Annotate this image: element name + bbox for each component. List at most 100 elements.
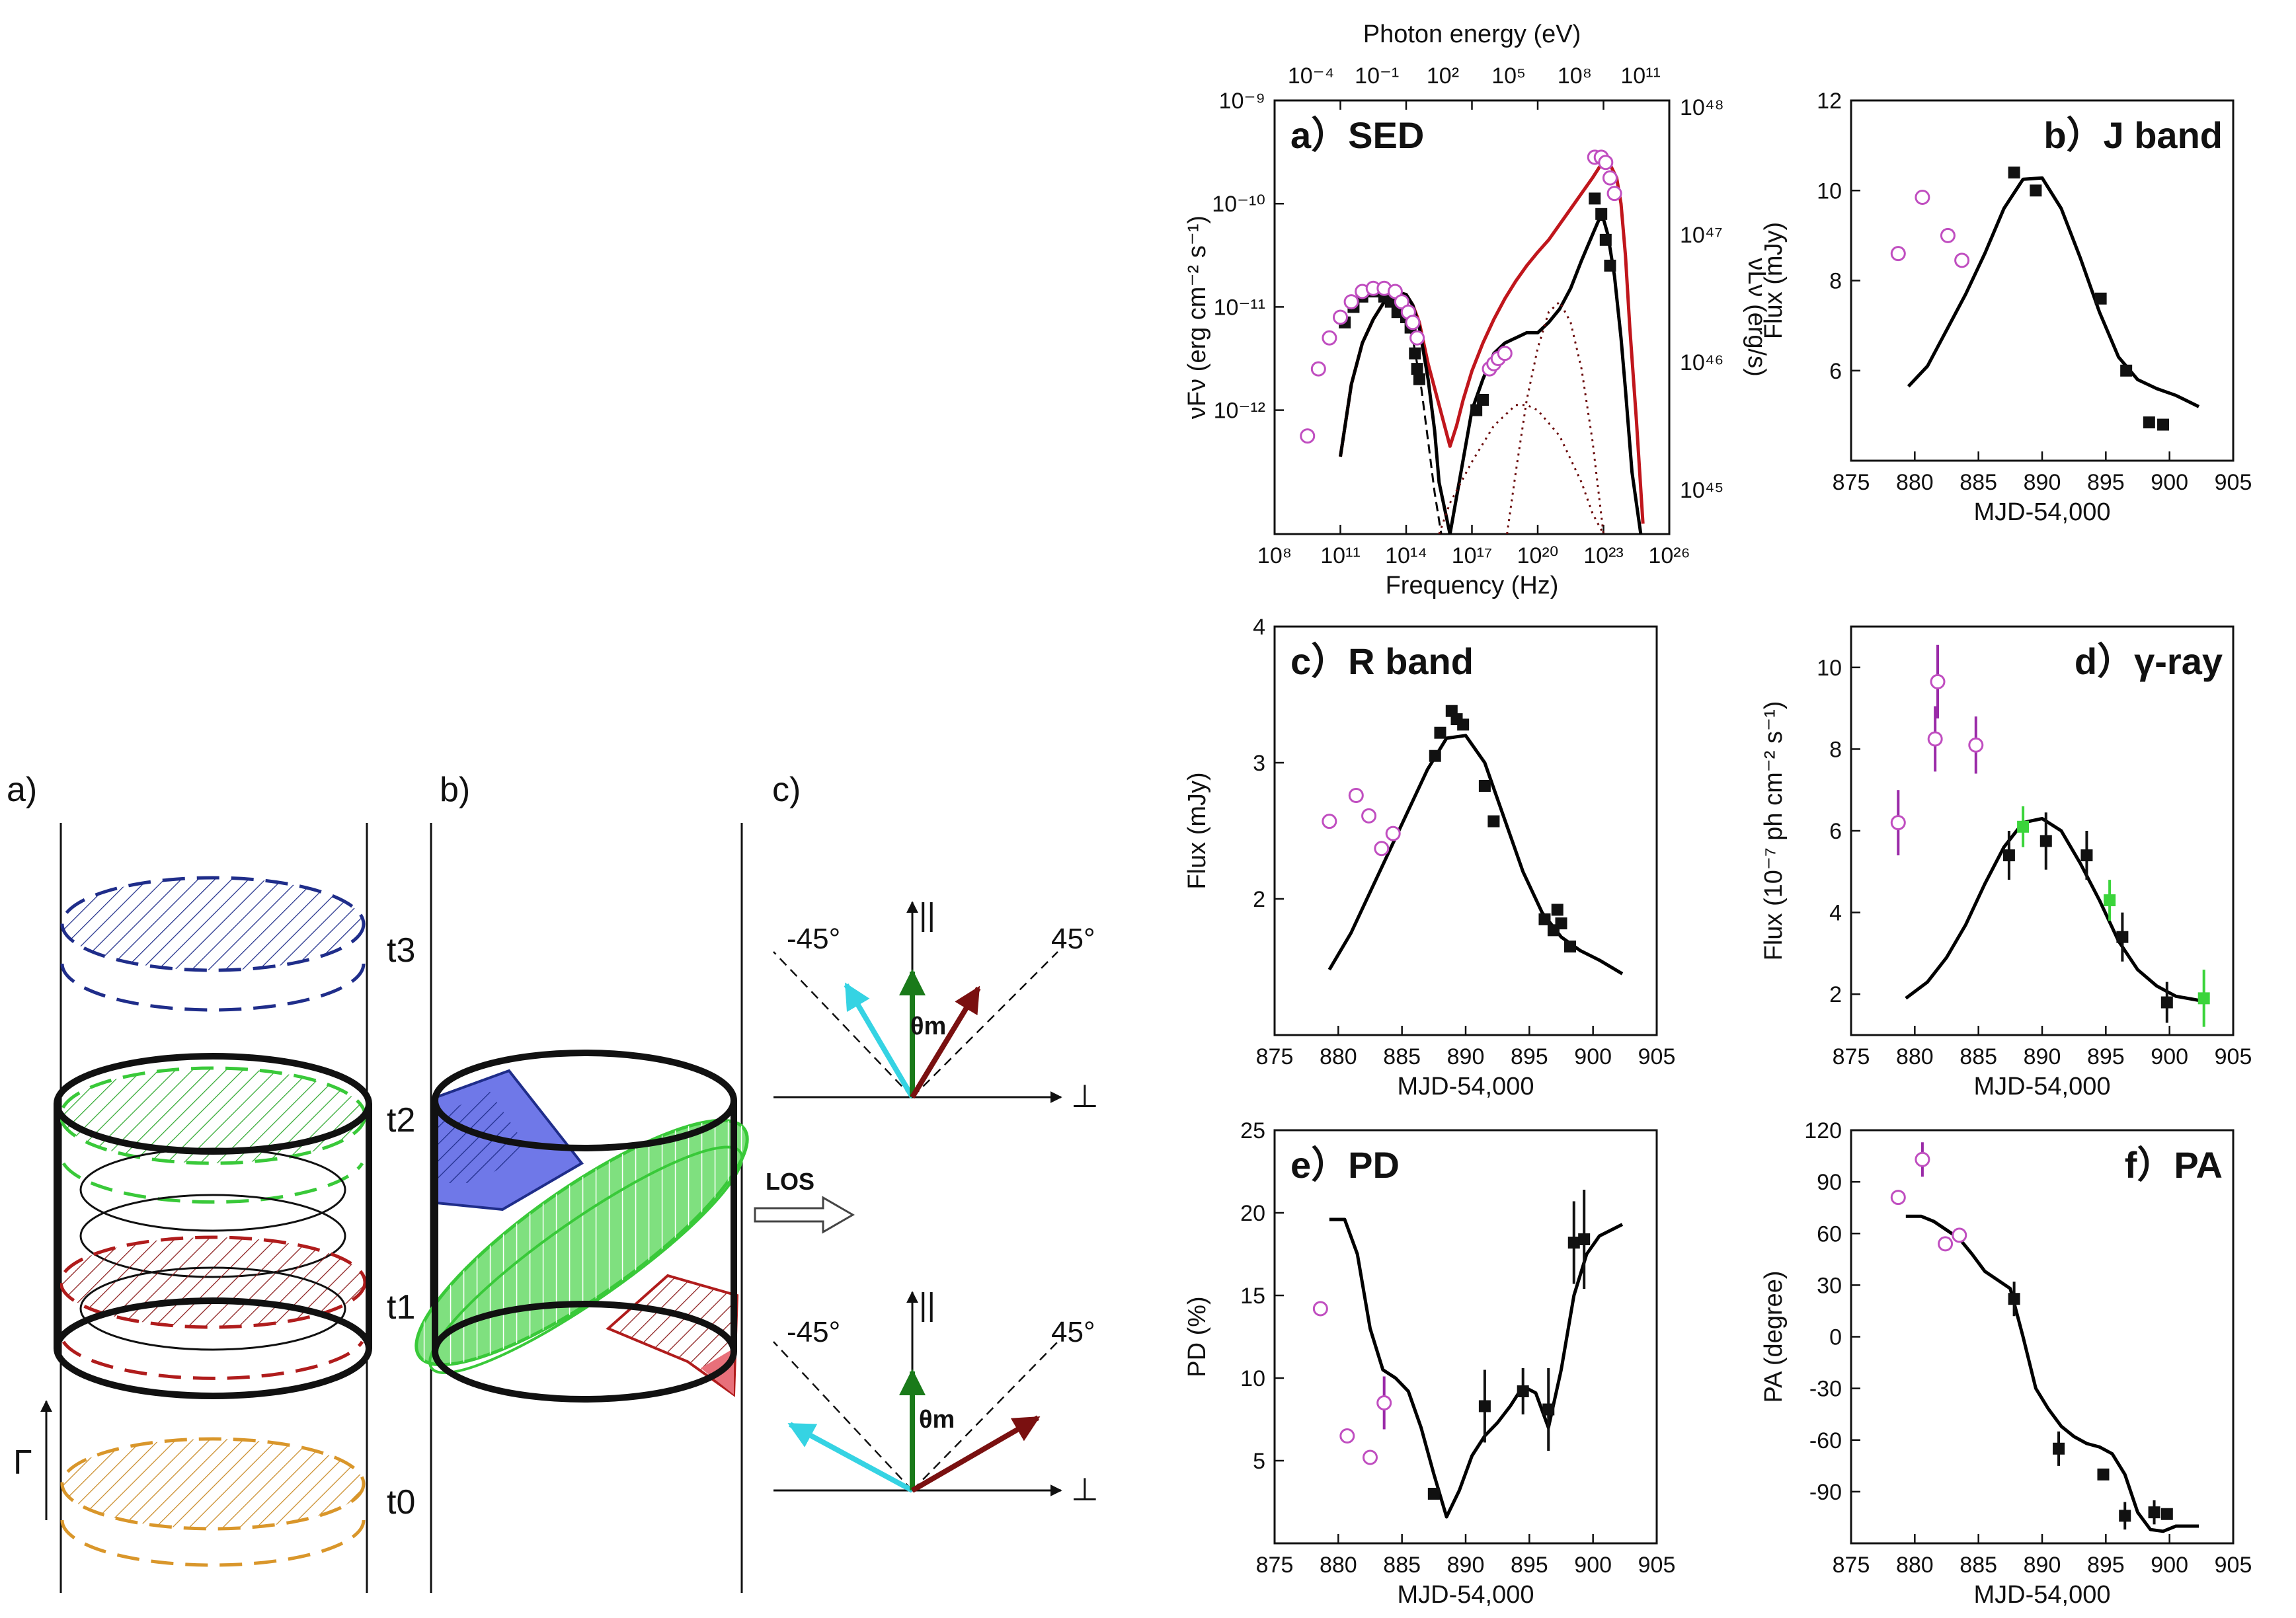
data-point-filled	[1595, 208, 1608, 220]
x-tick-label: 885	[1960, 1553, 1997, 1578]
data-point-filled	[1555, 917, 1567, 930]
x-tick-label: 895	[1511, 1553, 1548, 1578]
x-tick-label: 895	[2087, 470, 2125, 495]
data-point-filled	[2008, 167, 2020, 178]
data-point-filled	[2157, 418, 2170, 431]
y-tick-label: 2	[1829, 982, 1842, 1007]
data-point-open	[1497, 346, 1513, 362]
x-tick-label: 885	[1383, 1044, 1421, 1069]
x-tick-label: 10²⁶	[1648, 543, 1690, 568]
y-tick-label: 10⁻¹¹	[1214, 295, 1265, 320]
darkred-arrow-lower	[910, 1415, 1041, 1493]
x-tick-label: 875	[1256, 1044, 1294, 1069]
data-point-filled	[2104, 894, 2116, 907]
y-axis-label: Flux (mJy)	[1183, 772, 1211, 889]
x-axis-label: Frequency (Hz)	[1386, 572, 1559, 599]
y-tick-label: 4	[1253, 615, 1265, 640]
data-point-filled	[1589, 192, 1601, 205]
plot-frame	[1850, 625, 2235, 1036]
cylinder-b	[415, 1050, 749, 1403]
x-axis-label: MJD-54,000	[1398, 1581, 1534, 1609]
y-tick-label: -30	[1809, 1377, 1842, 1402]
y-tick-label: 12	[1817, 89, 1842, 114]
data-point-filled	[1567, 1237, 1580, 1249]
y-tick-label: -60	[1809, 1428, 1842, 1453]
data-point-open	[1954, 252, 1970, 268]
x-tick-label: 875	[1256, 1553, 1294, 1578]
x-tick-label: 875	[1833, 470, 1870, 495]
diagram-panel-a: a) t3 t2 t1 t0	[7, 771, 415, 1593]
panel-a-label: a)	[7, 771, 37, 809]
chart-gamma-ray: 875 880 885 890 895 900 905 2 4 6 8 10 MJD-54,000 Flu…	[1760, 625, 2252, 1100]
data-point-filled	[2120, 364, 2133, 377]
data-point-filled	[1411, 363, 1423, 375]
darkred-arrow-upper	[910, 985, 981, 1099]
y-tick-label: 15	[1240, 1284, 1265, 1309]
plot-frame	[1850, 1129, 2235, 1545]
x-tick-label: 890	[1447, 1044, 1485, 1069]
cylinder-a	[54, 1053, 372, 1399]
x-tick-label: 875	[1833, 1553, 1870, 1578]
x-tick-label: 895	[2087, 1553, 2125, 1578]
data-point-open	[1598, 155, 1614, 171]
panel-title: b）J band	[2043, 114, 2223, 156]
data-point-filled	[1517, 1385, 1529, 1397]
top-tick-label: 10⁻¹	[1355, 63, 1399, 89]
data-point-filled	[1487, 815, 1500, 828]
data-point-filled	[1434, 726, 1446, 739]
y-tick-label: 10	[1817, 656, 1842, 681]
y-tick-label: 60	[1817, 1221, 1842, 1247]
theta-label-upper: θm	[910, 1013, 946, 1040]
data-point-filled	[1551, 904, 1564, 916]
series-line	[1438, 404, 1604, 534]
y-axis-label: PA (degree)	[1760, 1271, 1788, 1403]
data-point-open	[1339, 1428, 1355, 1444]
y-tick-label: 0	[1829, 1325, 1842, 1350]
y-tick-label: 30	[1817, 1273, 1842, 1298]
y-axis-label: Flux (mJy)	[1760, 222, 1788, 339]
series-line	[1329, 1217, 1624, 1519]
data-point-open	[1405, 315, 1421, 330]
data-point-filled	[2197, 992, 2210, 1005]
chart-pa: 875 880 885 890 895 900 905 120 90 60 30 0 -30 -60 -90…	[1760, 1118, 2252, 1609]
data-point-filled	[2039, 835, 2052, 847]
data-point-open	[1348, 787, 1364, 803]
y-tick-label: 2	[1253, 887, 1265, 912]
x-tick-label: 10¹¹	[1320, 543, 1360, 568]
data-point-open	[1915, 189, 1930, 205]
data-point-open	[1300, 428, 1316, 444]
y-axis-label: νFν (erg cm⁻² s⁻¹)	[1183, 215, 1211, 419]
data-point-open	[1333, 309, 1348, 325]
y-tick-label: 10⁻¹²	[1214, 399, 1265, 424]
data-point-filled	[1478, 780, 1491, 792]
y-tick-label: 10	[1817, 178, 1842, 204]
data-point-open	[1927, 731, 1943, 747]
data-layer	[1890, 644, 2210, 1027]
data-point-open	[1602, 170, 1618, 186]
x-tick-label: 900	[2151, 1044, 2188, 1069]
data-point-filled	[2160, 996, 2173, 1009]
x-tick-label: 895	[1511, 1044, 1548, 1069]
data-point-filled	[2148, 1506, 2160, 1519]
y-tick-label: 90	[1817, 1170, 1842, 1195]
data-point-open	[1363, 1449, 1378, 1465]
compass-lower: || ⊥ -45° 45° θm	[773, 1288, 1099, 1508]
right-tick-label: 10⁴⁷	[1680, 223, 1723, 248]
data-point-filled	[2002, 849, 2015, 862]
y-tick-label: 10	[1240, 1366, 1265, 1391]
y-tick-label: -90	[1809, 1480, 1842, 1505]
y-tick-label: 5	[1253, 1449, 1265, 1474]
minus45-label-upper: -45°	[787, 923, 840, 955]
data-point-filled	[1538, 913, 1551, 925]
data-layer	[1322, 705, 1624, 976]
x-tick-label: 880	[1896, 470, 1934, 495]
t3-slice	[60, 876, 366, 1012]
panel-b-label: b)	[440, 771, 470, 809]
data-point-filled	[2160, 1508, 2173, 1520]
top-tick-label: 10¹¹	[1620, 63, 1660, 89]
y-tick-label: 10⁻¹⁰	[1212, 192, 1265, 217]
data-point-filled	[2143, 416, 2155, 429]
y-tick-label: 120	[1804, 1118, 1842, 1143]
top-axis-label: Photon energy (eV)	[1363, 20, 1581, 48]
x-tick-label: 895	[2087, 1044, 2125, 1069]
